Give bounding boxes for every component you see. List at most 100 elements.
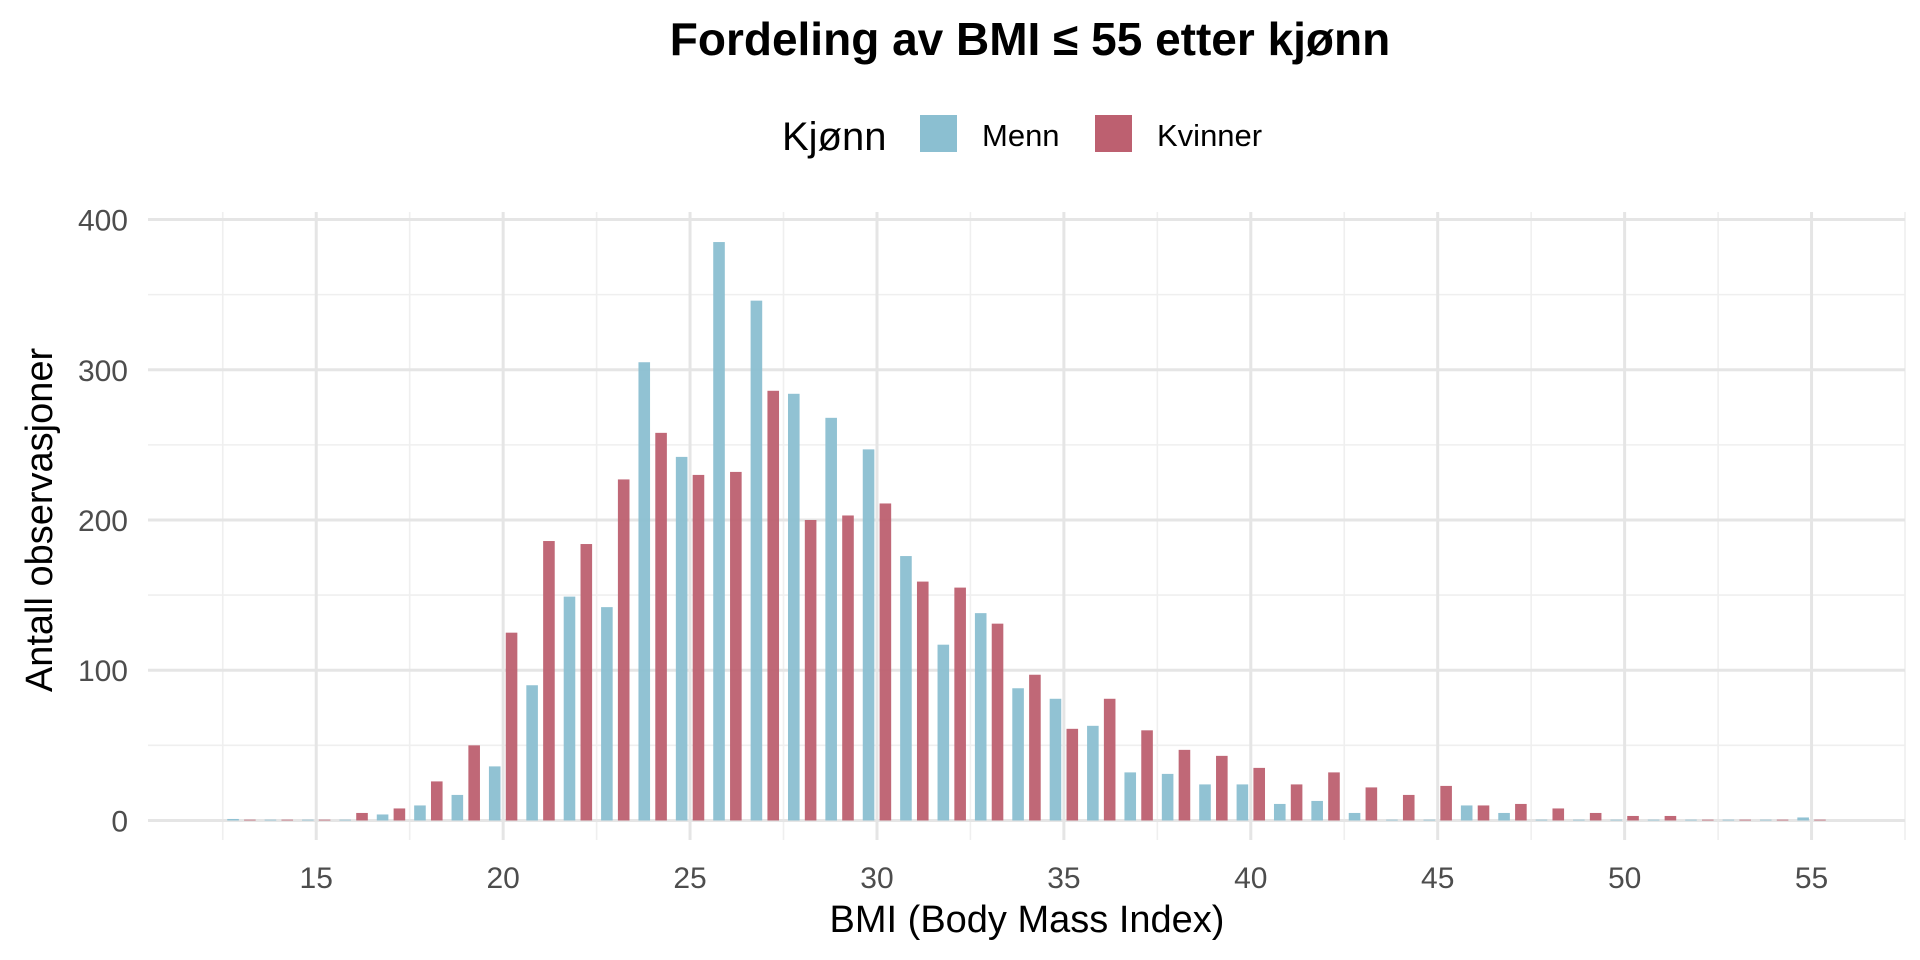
bar-menn [1311, 800, 1323, 821]
bar-menn [1759, 819, 1772, 821]
bar-kvinner [543, 541, 555, 821]
bar-menn [1386, 819, 1398, 821]
bar-kvinner [356, 812, 368, 821]
bar-menn [1460, 805, 1473, 821]
bar-kvinner [916, 581, 929, 821]
bar-menn [1722, 819, 1735, 821]
bar-menn [339, 819, 351, 821]
x-tick-label: 30 [860, 862, 893, 895]
bar-menn [1012, 688, 1024, 821]
legend-swatch-kvinner [1095, 115, 1132, 152]
legend-label-menn: Menn [982, 118, 1060, 153]
bar-kvinner [1029, 674, 1041, 821]
y-tick-label: 200 [78, 505, 128, 538]
bar-kvinner [1702, 819, 1714, 821]
bars-layer [227, 242, 1826, 821]
x-axis-label: BMI (Body Mass Index) [830, 899, 1225, 941]
chart-title: Fordeling av BMI ≤ 55 etter kjønn [670, 13, 1390, 65]
bar-menn [1049, 698, 1062, 821]
bar-kvinner [505, 632, 518, 821]
bar-kvinner [468, 745, 480, 821]
bar-menn [264, 819, 277, 821]
bar-menn [974, 613, 987, 821]
bar-kvinner [1739, 819, 1751, 821]
bar-kvinner [804, 519, 817, 821]
bar-kvinner [1141, 730, 1153, 821]
bar-menn [862, 449, 875, 821]
bar-kvinner [1253, 767, 1266, 821]
bar-menn [414, 805, 426, 821]
y-tick-labels: 0 100 200 300 400 [78, 205, 128, 839]
bar-kvinner [1552, 808, 1565, 821]
bar-kvinner [991, 623, 1004, 821]
bar-kvinner [1776, 819, 1789, 821]
bar-kvinner [1066, 728, 1079, 821]
bar-menn [526, 685, 538, 821]
bar-kvinner [1440, 785, 1452, 821]
bar-kvinner [1290, 784, 1303, 821]
bar-kvinner [1664, 815, 1677, 821]
bar-menn [376, 814, 389, 821]
x-tick-label: 40 [1234, 862, 1267, 895]
bar-kvinner [879, 503, 892, 821]
bar-menn [1610, 819, 1623, 821]
bar-kvinner [1627, 815, 1639, 821]
grid-layer [148, 212, 1906, 840]
bar-menn [1348, 812, 1361, 821]
bar-kvinner [281, 819, 294, 821]
bar-menn [900, 556, 912, 821]
bar-menn [1236, 784, 1249, 821]
bar-kvinner [655, 432, 667, 821]
bar-menn [1573, 819, 1585, 821]
bar-kvinner [1178, 749, 1191, 821]
bar-menn [1797, 817, 1809, 821]
x-tick-labels: 15 20 25 30 35 40 45 50 55 [300, 862, 1829, 895]
bar-menn [1273, 803, 1286, 821]
bar-menn [1685, 819, 1697, 821]
x-tick-label: 50 [1608, 862, 1641, 895]
bar-menn [1647, 819, 1660, 821]
bar-kvinner [393, 808, 406, 821]
bar-kvinner [767, 390, 780, 821]
bar-kvinner [244, 819, 256, 821]
bar-menn [675, 456, 688, 821]
y-tick-label: 100 [78, 655, 128, 688]
bar-menn [1087, 725, 1099, 821]
x-tick-label: 55 [1795, 862, 1828, 895]
bar-menn [1161, 773, 1174, 821]
x-tick-label: 15 [300, 862, 333, 895]
x-tick-label: 35 [1047, 862, 1080, 895]
bar-menn [227, 818, 239, 821]
bar-menn [451, 794, 464, 821]
bar-menn [1423, 819, 1436, 821]
legend-title: Kjønn [782, 115, 887, 159]
legend-label-kvinner: Kvinner [1157, 118, 1262, 153]
y-axis-label: Antall observasjoner [19, 348, 61, 693]
bar-menn [563, 596, 576, 821]
bar-menn [302, 819, 314, 821]
bar-kvinner [1402, 794, 1415, 821]
bar-kvinner [1589, 812, 1602, 821]
bar-kvinner [1328, 772, 1340, 821]
y-tick-label: 300 [78, 355, 128, 388]
bar-kvinner [1814, 819, 1826, 821]
bar-kvinner [692, 474, 705, 821]
bar-menn [1535, 819, 1548, 821]
bar-kvinner [617, 479, 630, 821]
y-tick-label: 0 [111, 805, 128, 838]
bar-kvinner [1365, 787, 1378, 821]
bar-menn [638, 362, 651, 821]
bar-kvinner [1515, 803, 1527, 821]
bar-kvinner [730, 471, 742, 821]
bar-kvinner [318, 819, 331, 821]
x-tick-label: 20 [486, 862, 519, 895]
bar-menn [937, 644, 950, 821]
bar-menn [713, 242, 725, 821]
bar-menn [750, 300, 763, 821]
bar-menn [787, 393, 800, 821]
bar-kvinner [430, 781, 443, 821]
x-tick-label: 45 [1421, 862, 1454, 895]
bar-kvinner [580, 544, 593, 821]
bar-kvinner [954, 587, 966, 821]
